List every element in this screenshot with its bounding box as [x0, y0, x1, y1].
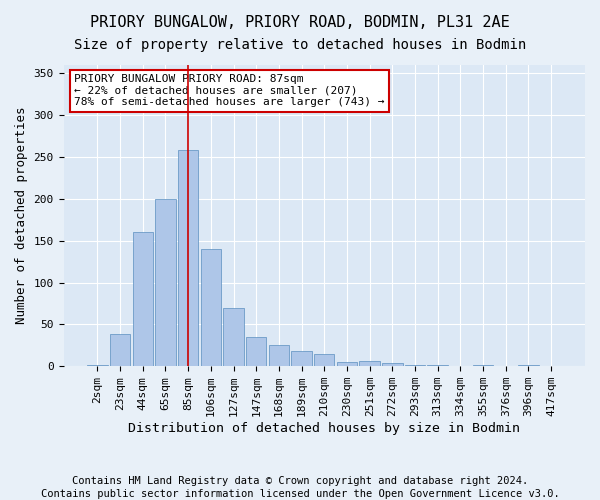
- Bar: [337, 362, 357, 366]
- Bar: [292, 351, 312, 366]
- Bar: [405, 364, 425, 366]
- Bar: [518, 364, 539, 366]
- Bar: [155, 199, 176, 366]
- Bar: [178, 150, 199, 366]
- Bar: [200, 249, 221, 366]
- Bar: [359, 361, 380, 366]
- Bar: [473, 364, 493, 366]
- Text: Contains HM Land Registry data © Crown copyright and database right 2024.: Contains HM Land Registry data © Crown c…: [72, 476, 528, 486]
- Bar: [87, 364, 107, 366]
- Y-axis label: Number of detached properties: Number of detached properties: [15, 107, 28, 324]
- Bar: [110, 334, 130, 366]
- Text: Size of property relative to detached houses in Bodmin: Size of property relative to detached ho…: [74, 38, 526, 52]
- Bar: [382, 363, 403, 366]
- Bar: [133, 232, 153, 366]
- Bar: [269, 346, 289, 366]
- Bar: [223, 308, 244, 366]
- Text: PRIORY BUNGALOW PRIORY ROAD: 87sqm
← 22% of detached houses are smaller (207)
78: PRIORY BUNGALOW PRIORY ROAD: 87sqm ← 22%…: [74, 74, 385, 107]
- Text: PRIORY BUNGALOW, PRIORY ROAD, BODMIN, PL31 2AE: PRIORY BUNGALOW, PRIORY ROAD, BODMIN, PL…: [90, 15, 510, 30]
- Text: Contains public sector information licensed under the Open Government Licence v3: Contains public sector information licen…: [41, 489, 559, 499]
- Bar: [314, 354, 334, 366]
- Bar: [246, 337, 266, 366]
- X-axis label: Distribution of detached houses by size in Bodmin: Distribution of detached houses by size …: [128, 422, 520, 435]
